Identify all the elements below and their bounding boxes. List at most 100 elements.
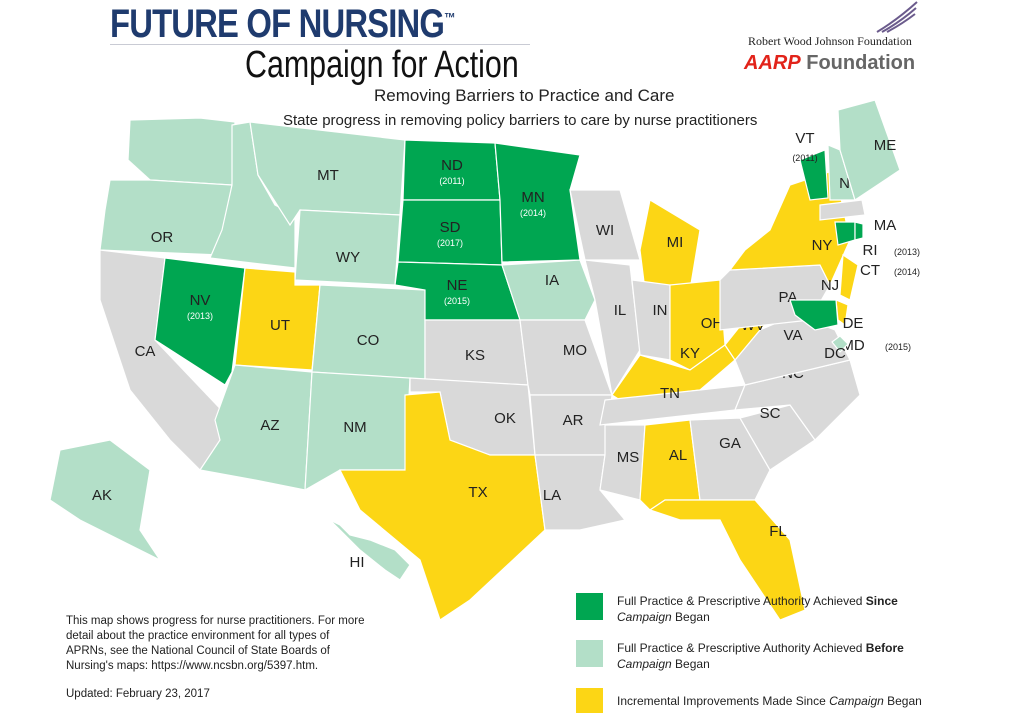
state-tx xyxy=(339,391,546,621)
state-az xyxy=(198,364,313,491)
state-label-tn: TN xyxy=(660,385,680,402)
state-label-ok: OK xyxy=(494,410,516,427)
legend-item-since: Full Practice & Prescriptive Authority A… xyxy=(576,593,898,625)
legend-text: Full Practice & Prescriptive Authority A… xyxy=(617,594,866,608)
state-wa xyxy=(127,117,236,186)
legend-text: Began xyxy=(671,610,710,624)
state-label-nj: NJ xyxy=(821,277,839,294)
state-label-al: AL xyxy=(669,447,687,464)
legend-text: Incremental Improvements Made Since xyxy=(617,694,830,708)
state-ia xyxy=(501,259,596,321)
state-il xyxy=(584,259,641,397)
state-label-sd: SD xyxy=(440,219,461,236)
rwjf-logo-icon xyxy=(876,1,918,33)
state-label-md: MD xyxy=(841,337,864,354)
state-label-dc: DC xyxy=(824,345,846,362)
state-al xyxy=(639,419,701,511)
state-year-md: (2015) xyxy=(885,342,911,352)
rwjf-name: Robert Wood Johnson Foundation xyxy=(748,34,912,48)
state-year-sd: (2017) xyxy=(437,238,463,248)
state-label-ia: IA xyxy=(545,272,559,289)
state-label-ma: MA xyxy=(874,217,897,234)
state-ak xyxy=(49,439,162,562)
legend-bold: Before xyxy=(865,641,904,655)
state-dc xyxy=(831,335,849,353)
state-hi xyxy=(329,519,411,581)
state-label-nd: ND xyxy=(441,157,463,174)
state-label-ny: NY xyxy=(812,237,833,254)
state-wy xyxy=(294,209,401,286)
state-label-co: CO xyxy=(357,332,380,349)
state-year-ri: (2013) xyxy=(894,247,920,257)
legend-text: Began xyxy=(883,694,922,708)
state-wi xyxy=(569,189,641,261)
legend-swatch-before xyxy=(576,640,603,667)
legend-italic: Campaign xyxy=(829,694,884,708)
state-label-me: ME xyxy=(874,137,897,154)
state-year-ne: (2015) xyxy=(444,296,470,306)
state-label-vt: VT xyxy=(795,130,814,147)
legend-swatch-incremental xyxy=(576,688,603,713)
state-label-wy: WY xyxy=(336,249,360,266)
legend-text: Began xyxy=(671,657,710,671)
state-year-nv: (2013) xyxy=(187,311,213,321)
state-label-ga: GA xyxy=(719,435,741,452)
state-label-ct: CT xyxy=(860,262,880,279)
aarp-suffix: Foundation xyxy=(800,52,916,74)
legend-item-incremental: Incremental Improvements Made Since Camp… xyxy=(576,688,922,713)
state-year-vt: (2011) xyxy=(792,153,817,163)
state-label-ar: AR xyxy=(563,412,584,429)
state-ma xyxy=(819,199,866,221)
state-label-la: LA xyxy=(543,487,561,504)
state-nj xyxy=(839,253,859,301)
legend-text: Full Practice & Prescriptive Authority A… xyxy=(617,641,866,655)
state-label-or: OR xyxy=(151,229,174,246)
state-label-va: VA xyxy=(784,327,803,344)
state-label-sc: SC xyxy=(760,405,781,422)
state-ri xyxy=(854,221,864,241)
state-label-il: IL xyxy=(614,302,627,319)
state-ms xyxy=(599,424,646,501)
state-label-ak: AK xyxy=(92,487,112,504)
title-text: FUTURE OF NURSING xyxy=(110,2,445,46)
state-year-nd: (2011) xyxy=(439,176,464,186)
legend-italic: Campaign xyxy=(617,657,672,671)
legend-item-before: Full Practice & Prescriptive Authority A… xyxy=(576,640,904,672)
state-label-wi: WI xyxy=(596,222,614,239)
state-label-az: AZ xyxy=(260,417,279,434)
trademark: ™ xyxy=(444,9,455,26)
state-me xyxy=(837,99,901,201)
state-label-tx: TX xyxy=(468,484,487,501)
state-label-oh: OH xyxy=(701,315,724,332)
state-label-nv: NV xyxy=(190,292,211,309)
title-rule xyxy=(110,44,530,45)
subheading: State progress in removing policy barrie… xyxy=(283,112,758,129)
state-label-de: DE xyxy=(843,315,864,332)
heading: Removing Barriers to Practice and Care xyxy=(374,86,675,105)
state-year-mn: (2014) xyxy=(520,208,546,218)
state-label-in: IN xyxy=(653,302,668,319)
state-md xyxy=(789,299,839,331)
state-label-ks: KS xyxy=(465,347,485,364)
legend-italic: Campaign xyxy=(617,610,672,624)
state-year-ct: (2014) xyxy=(894,267,920,277)
state-label-nm: NM xyxy=(343,419,366,436)
state-label-mi: MI xyxy=(667,234,684,251)
state-label-mt: MT xyxy=(317,167,339,184)
title: FUTURE OF NURSING™ xyxy=(110,2,456,47)
state-label-ca: CA xyxy=(135,343,156,360)
legend-swatch-since xyxy=(576,593,603,620)
state-ct xyxy=(834,221,856,246)
state-label-fl: FL xyxy=(769,523,787,540)
state-label-mn: MN xyxy=(521,189,544,206)
state-label-ms: MS xyxy=(617,449,640,466)
state-fl xyxy=(648,499,806,621)
updated-date: Updated: February 23, 2017 xyxy=(66,688,210,700)
aarp-foundation-logo: AARP Foundation xyxy=(744,52,915,75)
state-label-ne: NE xyxy=(447,277,468,294)
state-nv xyxy=(154,257,246,386)
state-label-hi: HI xyxy=(350,554,365,571)
state-vt xyxy=(799,149,829,201)
